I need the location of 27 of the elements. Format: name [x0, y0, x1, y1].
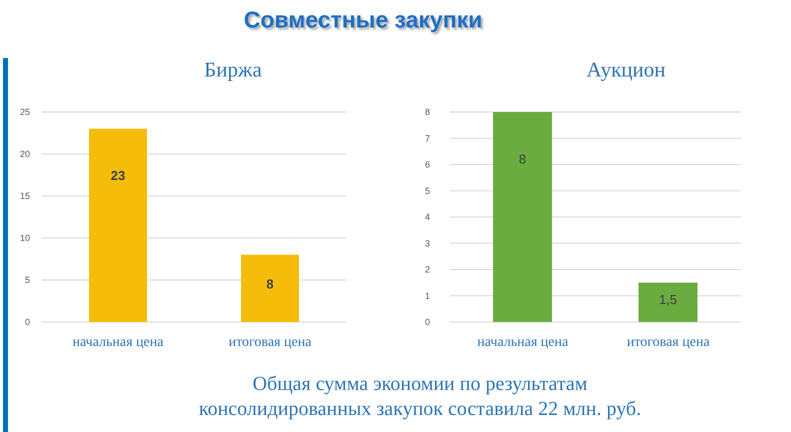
- y-tick-label: 2: [424, 264, 430, 275]
- y-tick-label: 20: [20, 149, 30, 160]
- x-tick-label: итоговая цена: [626, 334, 710, 350]
- y-tick-label: 5: [24, 275, 30, 286]
- y-tick-label: 5: [424, 186, 430, 196]
- data-label: 1,5: [658, 292, 678, 307]
- y-tick-label: 10: [20, 233, 30, 244]
- chart-title: Аукцион: [586, 58, 666, 82]
- y-tick-label: 0: [24, 317, 30, 328]
- y-tick-label: 8: [424, 107, 430, 118]
- y-tick-label: 15: [20, 191, 30, 202]
- x-tick-label: итоговая цена: [228, 334, 312, 350]
- data-label: 8: [518, 151, 526, 166]
- y-tick-label: 0: [424, 317, 430, 328]
- y-tick-label: 3: [424, 238, 430, 248]
- y-tick-label: 4: [424, 212, 430, 222]
- x-tick-label: начальная цена: [72, 334, 164, 350]
- text: Совместные закупки: [244, 6, 482, 32]
- y-tick-label: 6: [424, 160, 430, 170]
- text: Общая сумма экономии по результатам консолидированных закупок составила 22 млн. руб.: [198, 373, 642, 420]
- data-label: 23: [110, 168, 126, 184]
- y-tick-label: 25: [20, 107, 30, 118]
- y-tick-label: 7: [424, 133, 430, 144]
- y-tick-label: 1: [424, 290, 430, 301]
- data-label: 8: [266, 276, 274, 292]
- x-tick-label: начальная цена: [477, 334, 570, 350]
- chart-title: Биржа: [204, 58, 262, 82]
